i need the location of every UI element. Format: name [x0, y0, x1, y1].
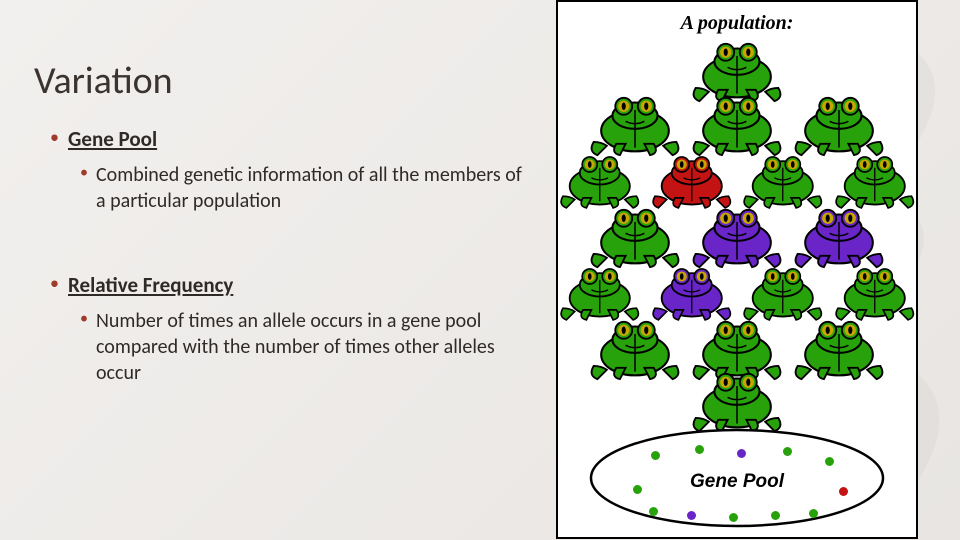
frog-icon-purple [690, 207, 784, 269]
frog-row [558, 41, 916, 103]
bullet-gene-pool: Gene Pool Combined genetic information o… [68, 126, 534, 214]
frog-icon-green [690, 41, 784, 103]
allele-dot [737, 449, 746, 458]
allele-dot [825, 457, 834, 466]
slide: Variation Gene Pool Combined genetic inf… [0, 0, 960, 540]
frog-icon-red [650, 151, 734, 213]
population-figure: A population: [556, 0, 918, 539]
allele-dot [839, 487, 848, 496]
term-label: Relative Frequency [68, 272, 233, 298]
frog-row [558, 151, 916, 213]
allele-dot [633, 485, 642, 494]
allele-dot [809, 509, 818, 518]
frog-icon-green [741, 263, 825, 325]
allele-dot [771, 511, 780, 520]
allele-dot [687, 511, 696, 520]
frog-icon-green [690, 371, 784, 433]
frog-icon-green [690, 95, 784, 157]
allele-dot [695, 445, 704, 454]
frog-grid [558, 41, 916, 411]
frog-row [558, 263, 916, 325]
frog-icon-green [792, 95, 886, 157]
allele-dot [729, 513, 738, 522]
frog-icon-green [558, 151, 642, 213]
figure-title: A population: [558, 2, 916, 41]
frog-row [558, 371, 916, 433]
definition-text: Combined genetic information of all the … [96, 162, 534, 214]
text-column: Gene Pool Combined genetic information o… [34, 126, 534, 386]
frog-icon-green [558, 263, 642, 325]
frog-row [558, 207, 916, 269]
allele-dot [649, 507, 658, 516]
term-label: Gene Pool [68, 126, 157, 152]
allele-dot [783, 447, 792, 456]
frog-row [558, 95, 916, 157]
frog-icon-purple [792, 207, 886, 269]
definition-text: Number of times an allele occurs in a ge… [96, 308, 534, 386]
gene-pool-diagram: Gene Pool [558, 427, 916, 529]
bullet-relative-frequency: Relative Frequency Number of times an al… [68, 272, 534, 386]
frog-icon-green [588, 95, 682, 157]
frog-icon-green [741, 151, 825, 213]
allele-dot [651, 451, 660, 460]
frog-icon-purple [650, 263, 734, 325]
frog-icon-green [833, 151, 917, 213]
frog-icon-green [588, 207, 682, 269]
frog-icon-green [833, 263, 917, 325]
